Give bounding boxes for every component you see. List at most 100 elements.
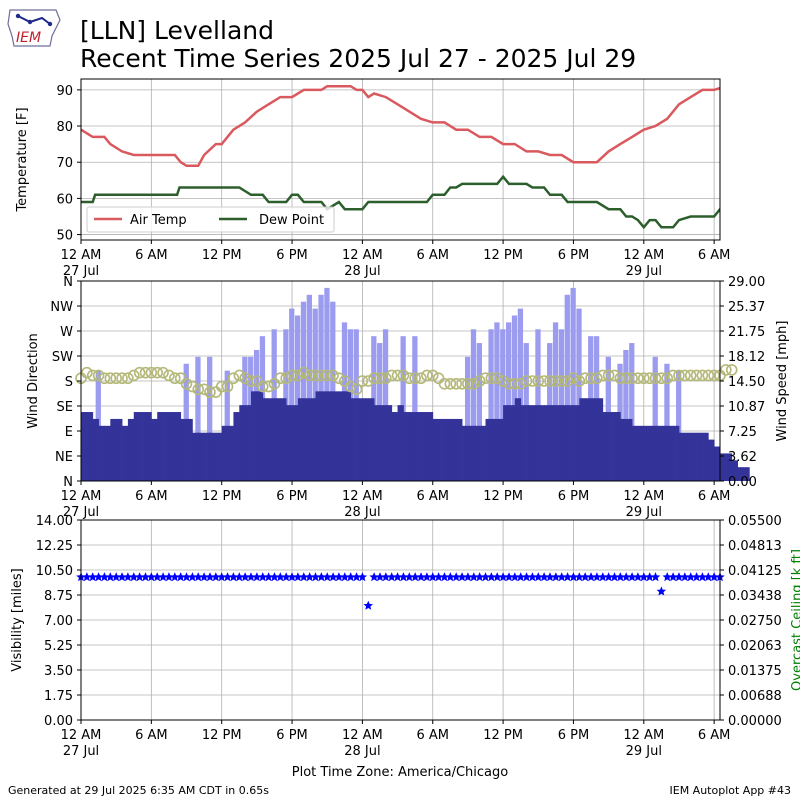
wind-speed-bar [119,418,123,481]
wind-speed-bar [81,412,85,481]
wind-speed-bar [277,398,281,481]
wind-speed-bar [388,405,393,481]
wind-speed-bar [626,418,630,481]
visibility-marker [627,572,637,582]
wind-speed-bar [145,412,149,481]
wind-direction-marker [555,375,568,387]
visibility-marker [439,572,450,582]
wind-direction-marker [696,369,709,382]
visibility-marker [691,572,702,582]
visibility-marker [310,572,321,582]
wind-direction-marker [643,372,656,385]
x-tick-label: 6 PM [558,728,589,743]
visibility-marker [252,572,262,582]
speed-tick-label: 3.62 [728,450,757,465]
wind-speed-bar [333,391,337,481]
wind-direction-marker [637,372,650,385]
wind-direction-marker [256,380,269,393]
wind-speed-bar [652,425,656,481]
visibility-marker [539,572,549,582]
visibility-tick-label: 8.75 [44,589,73,604]
visibility-marker [199,572,209,582]
wind-speed-bar [230,425,234,481]
wind-speed-bar [576,405,580,481]
visibility-marker [422,572,432,582]
wind-direction-marker [110,372,122,385]
wind-speed-bar [459,418,463,481]
wind-direction-marker [667,369,679,382]
wind-speed-bar [98,425,102,481]
wind-speed-bar [350,398,355,481]
wind-direction-marker [585,372,597,385]
wind-speed-bar [582,398,586,481]
wind-speed-bar [127,418,132,481]
wind-speed-bar [248,405,252,481]
wind-speed-bar [294,405,299,481]
speed-tick-label: 0.00 [728,475,757,490]
wind-speed-bar [579,398,583,481]
wind-speed-bar [347,391,352,481]
wind-direction-marker [186,380,199,393]
wind-direction-marker [591,372,603,385]
visibility-marker [428,572,438,582]
wind-speed-bar [699,432,703,481]
wind-gust-bar [300,301,307,481]
visibility-marker [258,572,268,582]
wind-speed-bar [737,467,741,481]
wind-speed-bar [95,418,99,481]
visibility-tick-label: 3.50 [44,664,73,679]
wind-direction-marker [725,364,738,376]
visibility-marker [410,572,420,582]
wind-direction-marker [321,369,334,382]
wind-speed-bar [192,432,196,481]
x-tick-label: 6 PM [276,248,307,263]
x-tick-label: 12 AM [342,489,383,504]
wind-speed-bar [212,432,217,481]
wind-gust-bar [195,356,201,481]
wind-direction-marker [133,366,146,379]
wind-direction-marker [168,372,181,385]
wind-speed-bar [174,412,179,481]
x-date-label: 28 Jul [344,744,380,759]
wind-direction-marker [344,380,357,393]
x-tick-label: 6 AM [698,248,731,263]
wind-direction-marker [292,369,304,382]
x-tick-label: 12 AM [342,728,383,743]
visibility-marker [111,572,121,582]
wind-speed-bar [262,398,267,481]
wind-gust-bar [476,343,482,481]
visibility-marker [510,572,520,582]
speed-tick-label: 18.12 [728,350,765,365]
visibility-marker [363,600,373,610]
wind-direction-marker [573,375,586,387]
wind-direction-marker [368,372,380,385]
visibility-marker [205,572,215,582]
wind-speed-bar [318,391,322,481]
wind-direction-marker [485,372,498,385]
wind-direction-marker [350,383,363,396]
visibility-tick-label: 0.00 [44,714,73,729]
wind-gust-bar [652,356,658,481]
wind-speed-bar [227,425,231,481]
x-tick-label: 6 PM [558,248,589,263]
visibility-marker [99,572,110,582]
temperature-axis-label: Temperature [F] [15,107,30,212]
wind-speed-bar [588,398,592,481]
wind-speed-bar [567,405,571,481]
wind-speed-bar [456,418,460,481]
wind-direction-marker [702,369,715,382]
wind-direction-marker [544,375,556,387]
wind-speed-bar [336,391,340,481]
wind-direction-marker [491,372,504,385]
wind-speed-bar [142,412,146,481]
wind-direction-marker [561,375,574,387]
visibility-marker [140,572,151,582]
visibility-marker [275,572,286,582]
visibility-marker [639,572,649,582]
wind-speed-bar [312,398,316,481]
direction-tick-label: E [65,425,73,440]
wind-speed-bar [529,405,533,481]
wind-speed-bar [315,391,319,481]
wind-direction-marker [456,377,468,390]
visibility-tick-label: 7.00 [44,614,73,629]
